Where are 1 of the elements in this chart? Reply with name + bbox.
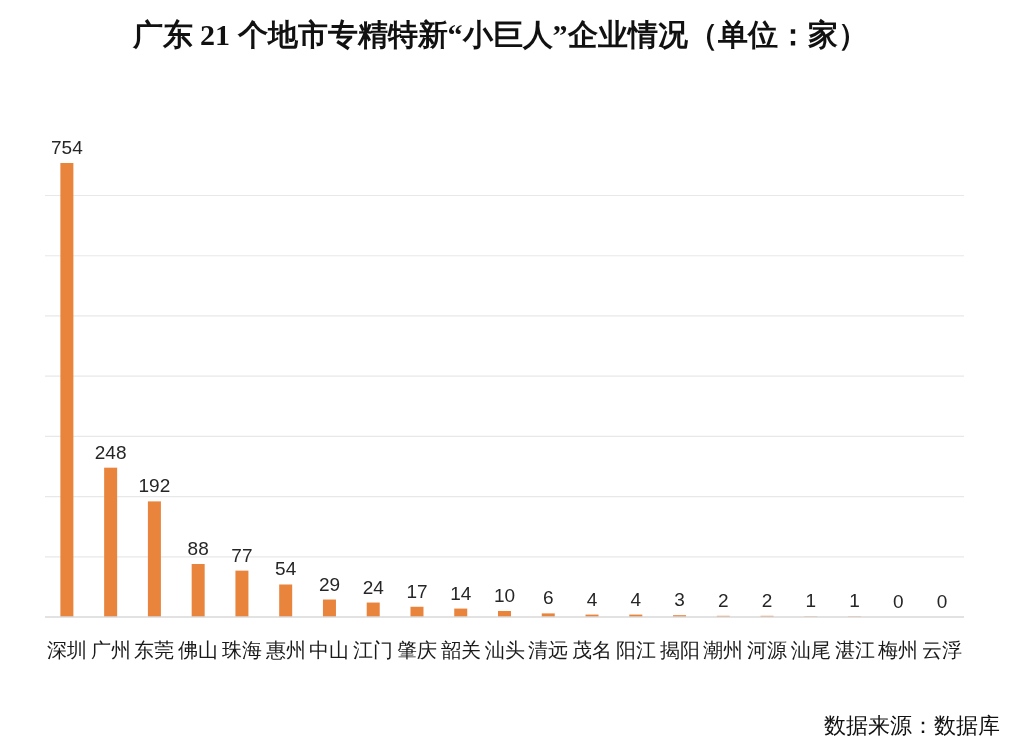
- title: 广东 21 个地市专精特新“小巨人”企业情况（单位：家）: [132, 18, 868, 51]
